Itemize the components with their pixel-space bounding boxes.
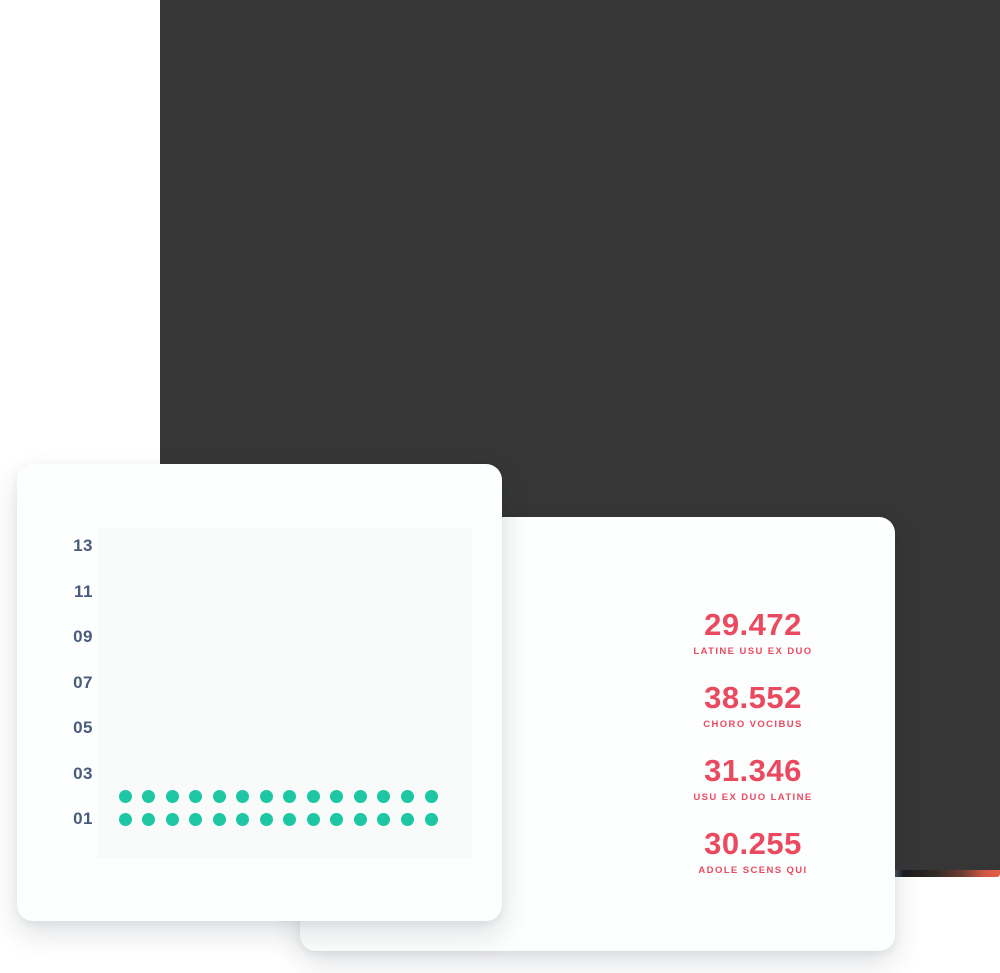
- stats-list: 29.472 LATINE USU EX DUO 38.552 CHORO VOCIB…: [658, 608, 848, 900]
- chart-dot: [165, 789, 179, 803]
- stat-item: 29.472 LATINE USU EX DUO: [658, 608, 848, 657]
- y-axis-tick-label: 13: [73, 536, 93, 555]
- y-axis-tick-label: 01: [73, 809, 93, 828]
- stat-value: 29.472: [704, 607, 802, 642]
- chart-dot: [306, 812, 320, 826]
- chart-dot: [330, 812, 344, 826]
- chart-dot: [142, 789, 156, 803]
- dot-chart-card: 13 11 09 07 05 03 01: [17, 464, 502, 921]
- y-axis-tick-label: 03: [73, 763, 93, 783]
- stat-value: 38.552: [704, 680, 802, 715]
- chart-dot: [118, 812, 132, 826]
- chart-dot: [353, 812, 367, 826]
- chart-dot: [212, 812, 226, 826]
- stat-label: ADOLE SCENS QUI: [698, 865, 808, 876]
- chart-dot: [424, 789, 438, 803]
- chart-dot: [259, 789, 273, 803]
- chart-dot: [189, 812, 203, 826]
- chart-dot: [165, 812, 179, 826]
- stat-item: 38.552 CHORO VOCIBUS: [658, 681, 848, 730]
- y-axis-tick-label: 09: [73, 627, 93, 646]
- chart-dot: [212, 789, 226, 803]
- chart-dots-layer: [17, 464, 502, 921]
- chart-dot: [236, 812, 250, 826]
- chart-dot: [189, 789, 203, 803]
- chart-dot: [400, 812, 414, 826]
- stat-item: 31.346 USU EX DUO LATINE: [658, 754, 848, 803]
- chart-dot: [400, 789, 414, 803]
- stat-item: 30.255 ADOLE SCENS QUI: [658, 827, 848, 876]
- chart-dot: [142, 812, 156, 826]
- stat-label: LATINE USU EX DUO: [693, 646, 813, 657]
- stat-label: USU EX DUO LATINE: [693, 792, 813, 803]
- stat-value: 30.255: [704, 826, 802, 861]
- chart-dot: [424, 812, 438, 826]
- y-axis-tick-label: 07: [73, 672, 93, 692]
- chart-dot: [259, 812, 273, 826]
- y-axis-tick-label: 05: [73, 718, 93, 737]
- red-accent-peek: [893, 870, 1000, 877]
- chart-dot: [118, 789, 132, 803]
- chart-dot: [283, 812, 297, 826]
- chart-dot: [283, 789, 297, 803]
- stat-value: 31.346: [704, 753, 802, 788]
- chart-dot: [330, 789, 344, 803]
- chart-dot: [377, 789, 391, 803]
- stat-label: CHORO VOCIBUS: [703, 719, 803, 730]
- chart-dot: [377, 812, 391, 826]
- y-axis-tick-label: 11: [74, 581, 93, 601]
- chart-dot: [353, 789, 367, 803]
- y-axis: 13 11 09 07 05 03 01: [47, 464, 93, 921]
- chart-dot: [306, 789, 320, 803]
- chart-dot: [236, 789, 250, 803]
- chart-plot-area: [97, 528, 472, 858]
